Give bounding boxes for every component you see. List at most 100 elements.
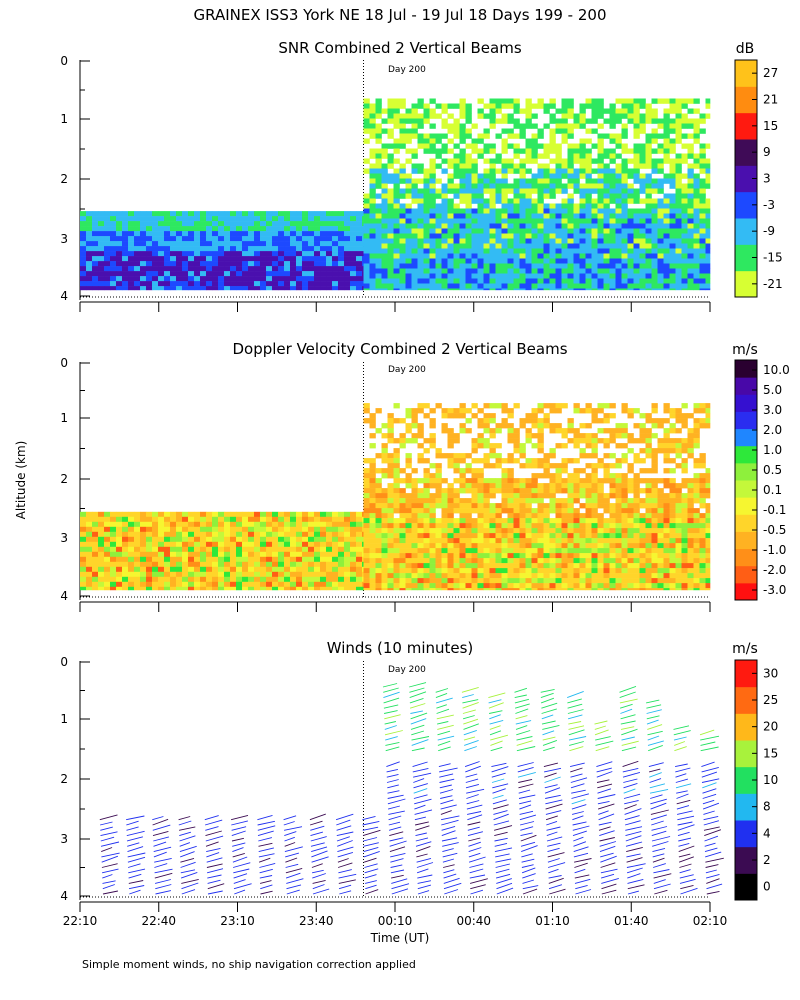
heatmap-cell xyxy=(525,138,532,144)
heatmap-cell xyxy=(549,173,556,179)
heatmap-cell xyxy=(146,566,153,573)
heatmap-cell xyxy=(537,133,544,139)
heatmap-cell xyxy=(116,221,123,227)
heatmap-cell xyxy=(519,253,526,259)
heatmap-cell xyxy=(609,478,616,484)
heatmap-cell xyxy=(567,508,574,514)
colorbar-label: -3 xyxy=(763,198,775,212)
heatmap-cell xyxy=(621,173,628,179)
heatmap-cell xyxy=(579,573,586,579)
heatmap-cell xyxy=(405,408,412,414)
heatmap-cell xyxy=(254,246,261,252)
heatmap-cell xyxy=(387,113,394,119)
heatmap-cell xyxy=(435,263,442,269)
heatmap-cell xyxy=(411,233,418,239)
heatmap-cell xyxy=(266,271,273,277)
heatmap-cell xyxy=(645,268,652,274)
heatmap-cell xyxy=(399,558,406,564)
heatmap-cell xyxy=(224,236,231,242)
heatmap-cell xyxy=(387,548,394,554)
heatmap-cell xyxy=(669,258,676,264)
heatmap-cell xyxy=(206,551,213,558)
heatmap-cell xyxy=(645,188,652,194)
heatmap-cell xyxy=(645,453,652,459)
heatmap-cell xyxy=(603,263,610,269)
heatmap-cell xyxy=(369,508,376,514)
heatmap-cell xyxy=(567,198,574,204)
heatmap-cell xyxy=(308,571,315,578)
heatmap-cell xyxy=(224,546,231,553)
heatmap-cell xyxy=(98,251,105,257)
heatmap-cell xyxy=(543,543,550,549)
heatmap-cell xyxy=(639,573,646,579)
heatmap-cell xyxy=(591,453,598,459)
heatmap-cell xyxy=(212,261,219,267)
heatmap-cell xyxy=(411,433,418,439)
heatmap-cell xyxy=(531,153,538,159)
heatmap-cell xyxy=(188,281,195,287)
heatmap-cell xyxy=(278,551,285,558)
heatmap-cell xyxy=(206,546,213,553)
heatmap-cell xyxy=(483,543,490,549)
heatmap-cell xyxy=(369,528,376,534)
heatmap-cell xyxy=(537,433,544,439)
heatmap-cell xyxy=(633,233,640,239)
heatmap-cell xyxy=(663,148,670,154)
heatmap-cell xyxy=(585,493,592,499)
heatmap-cell xyxy=(98,546,105,553)
heatmap-cell xyxy=(429,148,436,154)
heatmap-cell xyxy=(525,523,532,529)
heatmap-cell xyxy=(447,543,454,549)
heatmap-cell xyxy=(573,488,580,494)
heatmap-cell xyxy=(513,548,520,554)
heatmap-cell xyxy=(212,211,219,217)
heatmap-cell xyxy=(429,143,436,149)
heatmap-cell xyxy=(477,238,484,244)
heatmap-cell xyxy=(519,178,526,184)
heatmap-cell xyxy=(447,508,454,514)
heatmap-cell xyxy=(399,488,406,494)
heatmap-cell xyxy=(525,253,532,259)
heatmap-cell xyxy=(447,283,454,289)
heatmap-cell xyxy=(110,541,117,548)
heatmap-cell xyxy=(411,413,418,419)
heatmap-cell xyxy=(597,283,604,289)
heatmap-cell xyxy=(453,453,460,459)
heatmap-cell xyxy=(164,216,171,222)
heatmap-cell xyxy=(609,158,616,164)
heatmap-cell xyxy=(399,543,406,549)
heatmap-cell xyxy=(705,168,711,174)
heatmap-cell xyxy=(465,223,472,229)
heatmap-cell xyxy=(164,236,171,242)
heatmap-cell xyxy=(260,531,267,538)
heatmap-cell xyxy=(579,288,586,291)
heatmap-cell xyxy=(272,221,279,227)
heatmap-cell xyxy=(200,281,207,287)
heatmap-cell xyxy=(188,581,195,588)
heatmap-cell xyxy=(489,538,496,544)
heatmap-cell xyxy=(525,588,532,591)
heatmap-cell xyxy=(537,143,544,149)
heatmap-cell xyxy=(206,561,213,568)
heatmap-cell xyxy=(405,413,412,419)
heatmap-cell xyxy=(465,263,472,269)
heatmap-cell xyxy=(80,226,87,232)
heatmap-cell xyxy=(332,586,339,591)
heatmap-cell xyxy=(507,133,514,139)
heatmap-cell xyxy=(230,571,237,578)
heatmap-cell xyxy=(477,508,484,514)
heatmap-cell xyxy=(332,551,339,558)
heatmap-cell xyxy=(597,183,604,189)
heatmap-cell xyxy=(495,278,502,284)
heatmap-cell xyxy=(356,256,363,262)
heatmap-cell xyxy=(128,576,135,583)
heatmap-cell xyxy=(543,263,550,269)
heatmap-cell xyxy=(621,123,628,129)
heatmap-cell xyxy=(110,231,117,237)
heatmap-cell xyxy=(182,546,189,553)
heatmap-cell xyxy=(242,221,249,227)
heatmap-cell xyxy=(387,98,394,104)
heatmap-cell xyxy=(206,256,213,262)
heatmap-cell xyxy=(387,538,394,544)
heatmap-cell xyxy=(435,283,442,289)
